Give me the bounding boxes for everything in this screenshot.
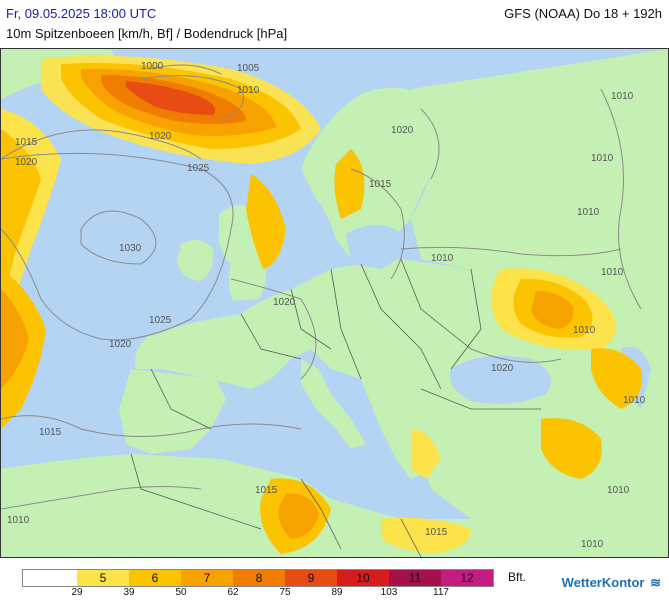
isobar-label-1010-sse: 1010 [581,539,604,550]
isobar-label-1025-n: 1025 [187,163,210,174]
gust-area-russia-7 [531,291,574,329]
isobar-label-1020-w: 1020 [15,157,38,168]
map-svg: 1000 1005 1010 1015 1020 1020 1025 1030 … [1,49,668,557]
gust-area-scandinavia [334,149,365,219]
gust-color-legend: 5 6 7 8 9 10 11 12 [22,569,494,587]
gust-area-africa-east [381,517,471,554]
isobar-label-1015-w: 1015 [15,137,38,148]
isobar-label-1010-e: 1010 [431,253,454,264]
isobar-label-1010-ne4: 1010 [601,267,624,278]
baltic-sea [346,225,406,269]
legend-segment-8: 8 [233,570,285,586]
landmass-iberia [119,369,226,454]
isobar-1020-a [1,129,202,160]
isobar-label-1000: 1000 [141,61,164,72]
legend-tick: 50 [175,587,187,598]
isobar-lines [1,64,642,510]
landmass-north-africa [1,454,471,557]
isobar-label-1020-n: 1020 [149,131,172,142]
legend-tick: 62 [227,587,239,598]
isobar-label-1015-af: 1015 [425,527,448,538]
isobar-1020-e [420,108,440,180]
legend-segment-10: 10 [337,570,389,586]
isobar-label-1005: 1005 [237,63,260,74]
legend-segment-11: 11 [389,570,441,586]
gust-area-north-atlantic-9 [126,81,216,115]
legend-segment-5: 5 [77,570,129,586]
legend-segment-calm [23,570,77,586]
isobar-1015 [1,415,302,437]
isobar-1000 [150,64,222,75]
isobar-label-1010-ne2: 1010 [591,153,614,164]
legend-segment-12: 12 [441,570,493,586]
isobar-1020-s [470,348,562,363]
isobar-label-1030: 1030 [119,243,142,254]
legend-tick: 39 [123,587,135,598]
isobar-label-1020-c: 1020 [273,297,296,308]
model-run: GFS (NOAA) Do 18 + 192h [504,6,662,21]
isobar-label-1015-sc: 1015 [369,179,392,190]
black-sea [450,355,551,404]
gust-area-aegean [411,429,441,479]
legend-tick: 75 [279,587,291,598]
isobar-1020-b [230,278,317,380]
isobar-label-1025-s: 1025 [149,315,172,326]
legend-segment-9: 9 [285,570,337,586]
landmass-northeast [411,49,668,289]
isobar-label-1010-n: 1010 [237,85,260,96]
legend-tick: 103 [380,587,398,598]
isobar-label-1010-se: 1010 [573,325,596,336]
gust-area-east-edge [591,348,642,409]
logo-text: WetterKontor [561,575,645,590]
gust-area-west-atlantic-6 [1,129,41,309]
isobar-1005 [140,75,244,120]
country-borders [130,258,541,557]
wetterkontor-logo[interactable]: WetterKontor ≋ [562,575,661,591]
legend-unit: Bft. [508,570,527,584]
isobar-1025 [1,152,234,341]
legend-tick: 117 [433,587,449,598]
landmass-scandinavia [301,87,445,259]
isobar-label-1010-tr: 1010 [607,485,630,496]
isobar-1010-b [400,246,622,257]
legend-segment-7: 7 [181,570,233,586]
isobar-label-1010-ne: 1010 [611,91,634,102]
landmass-ireland [177,240,214,281]
forecast-datetime: Fr, 09.05.2025 18:00 UTC [6,6,157,21]
isobar-label-1010-e2: 1010 [623,395,646,406]
landmass-italy [301,359,366,449]
gust-area-turkey [541,418,602,479]
isobar-label-1015-med: 1015 [255,485,278,496]
isobar-label-1010-sw: 1010 [7,515,30,526]
isobar-1030 [80,210,157,265]
isobar-label-1020-sc: 1020 [391,125,414,136]
isobar-label-1020-s: 1020 [109,339,132,350]
gust-area-med-south-7 [278,493,319,539]
legend-segment-6: 6 [129,570,181,586]
wind-waves-icon: ≋ [650,575,661,590]
legend-tick: 29 [71,587,83,598]
weather-map: 1000 1005 1010 1015 1020 1020 1025 1030 … [0,48,669,558]
isobar-1010-a [1,486,202,510]
legend-ticks: 29 39 50 62 75 89 103 117 [0,587,669,599]
isobar-1015-e [350,168,405,280]
isobar-label-1020-bs: 1020 [491,363,514,374]
isobar-1010-c [600,88,642,310]
parameter-title: 10m Spitzenboeen [km/h, Bf] / Bodendruck… [6,26,288,41]
legend-tick: 89 [331,587,343,598]
gust-area-atlantic-south-7 [1,289,29,389]
isobar-label-1010-ne3: 1010 [577,207,600,218]
gust-area-north-sea [246,174,286,269]
isobar-label-1015-sw: 1015 [39,427,62,438]
